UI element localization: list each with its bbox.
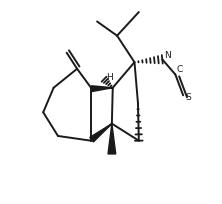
Text: H: H	[106, 73, 113, 82]
Text: C: C	[176, 65, 182, 74]
Polygon shape	[108, 124, 116, 154]
Text: S: S	[185, 93, 191, 102]
Text: N: N	[164, 51, 171, 60]
Polygon shape	[91, 86, 113, 92]
Polygon shape	[90, 124, 112, 142]
